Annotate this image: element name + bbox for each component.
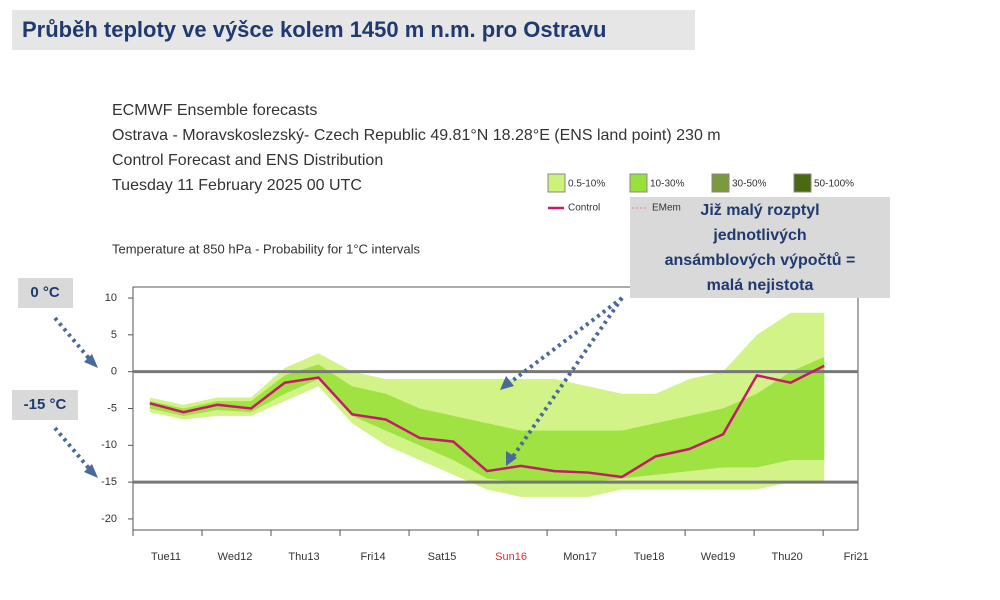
ens-band: [149, 356, 825, 483]
header-line: Tuesday 11 February 2025 00 UTC: [112, 177, 362, 194]
legend-label: EMem: [652, 203, 681, 214]
legend-swatch: [793, 173, 812, 193]
legend-label: 0.5-10%: [568, 179, 605, 190]
control-line: [149, 364, 825, 479]
x-tick-label: Thu20: [772, 551, 803, 563]
subtitle: Temperature at 850 hPa - Probability for…: [112, 241, 420, 256]
y-tick-label: 5: [111, 329, 117, 341]
x-tick-label: Sun16: [495, 551, 527, 563]
y-tick-label: -15: [101, 476, 117, 488]
title: Průběh teploty ve výšce kolem 1450 m n.m…: [22, 17, 606, 42]
reference-label: -15 °C: [24, 396, 67, 413]
arrows: [53, 296, 624, 474]
y-tick-label: 10: [105, 292, 117, 304]
x-tick-label: Tue18: [634, 551, 665, 563]
arrow-heads: [84, 354, 517, 478]
title-box: [12, 10, 695, 50]
legend-swatch: [547, 173, 566, 193]
legend-swatch: [629, 173, 648, 193]
annotation: Již malý rozptyl: [700, 202, 819, 219]
annotation: jednotlivých: [712, 227, 806, 244]
annotation: ansámblových výpočtů =: [665, 252, 856, 269]
x-tick-label: Thu13: [288, 551, 319, 563]
y-tick-label: -20: [101, 513, 117, 525]
header-line: Control Forecast and ENS Distribution: [112, 152, 383, 169]
y-tick-label: -10: [101, 439, 117, 451]
annotation-box: [630, 197, 890, 298]
x-tick-label: Wed12: [218, 551, 253, 563]
x-tick-label: Sat15: [428, 551, 457, 563]
x-tick-label: Mon17: [563, 551, 597, 563]
y-tick-label: -5: [107, 402, 117, 414]
reference-label: 0 °C: [30, 284, 60, 301]
x-tick-label: Wed19: [701, 551, 736, 563]
x-tick-label: Fri21: [844, 551, 869, 563]
label-box: [12, 390, 78, 420]
annotation: malá nejistota: [707, 277, 814, 294]
legend-label: Control: [568, 203, 600, 214]
x-tick-label: Fri14: [361, 551, 386, 563]
header-line: ECMWF Ensemble forecasts: [112, 102, 317, 119]
legend-swatch: [711, 173, 730, 193]
x-tick-label: Tue11: [151, 551, 181, 563]
label-box: [18, 278, 73, 308]
y-tick-label: 0: [111, 366, 117, 378]
legend-label: 10-30%: [650, 179, 685, 190]
header-line: Ostrava - Moravskoslezský- Czech Republi…: [112, 127, 721, 144]
legend-label: 30-50%: [732, 179, 767, 190]
legend-label: 50-100%: [814, 179, 854, 190]
